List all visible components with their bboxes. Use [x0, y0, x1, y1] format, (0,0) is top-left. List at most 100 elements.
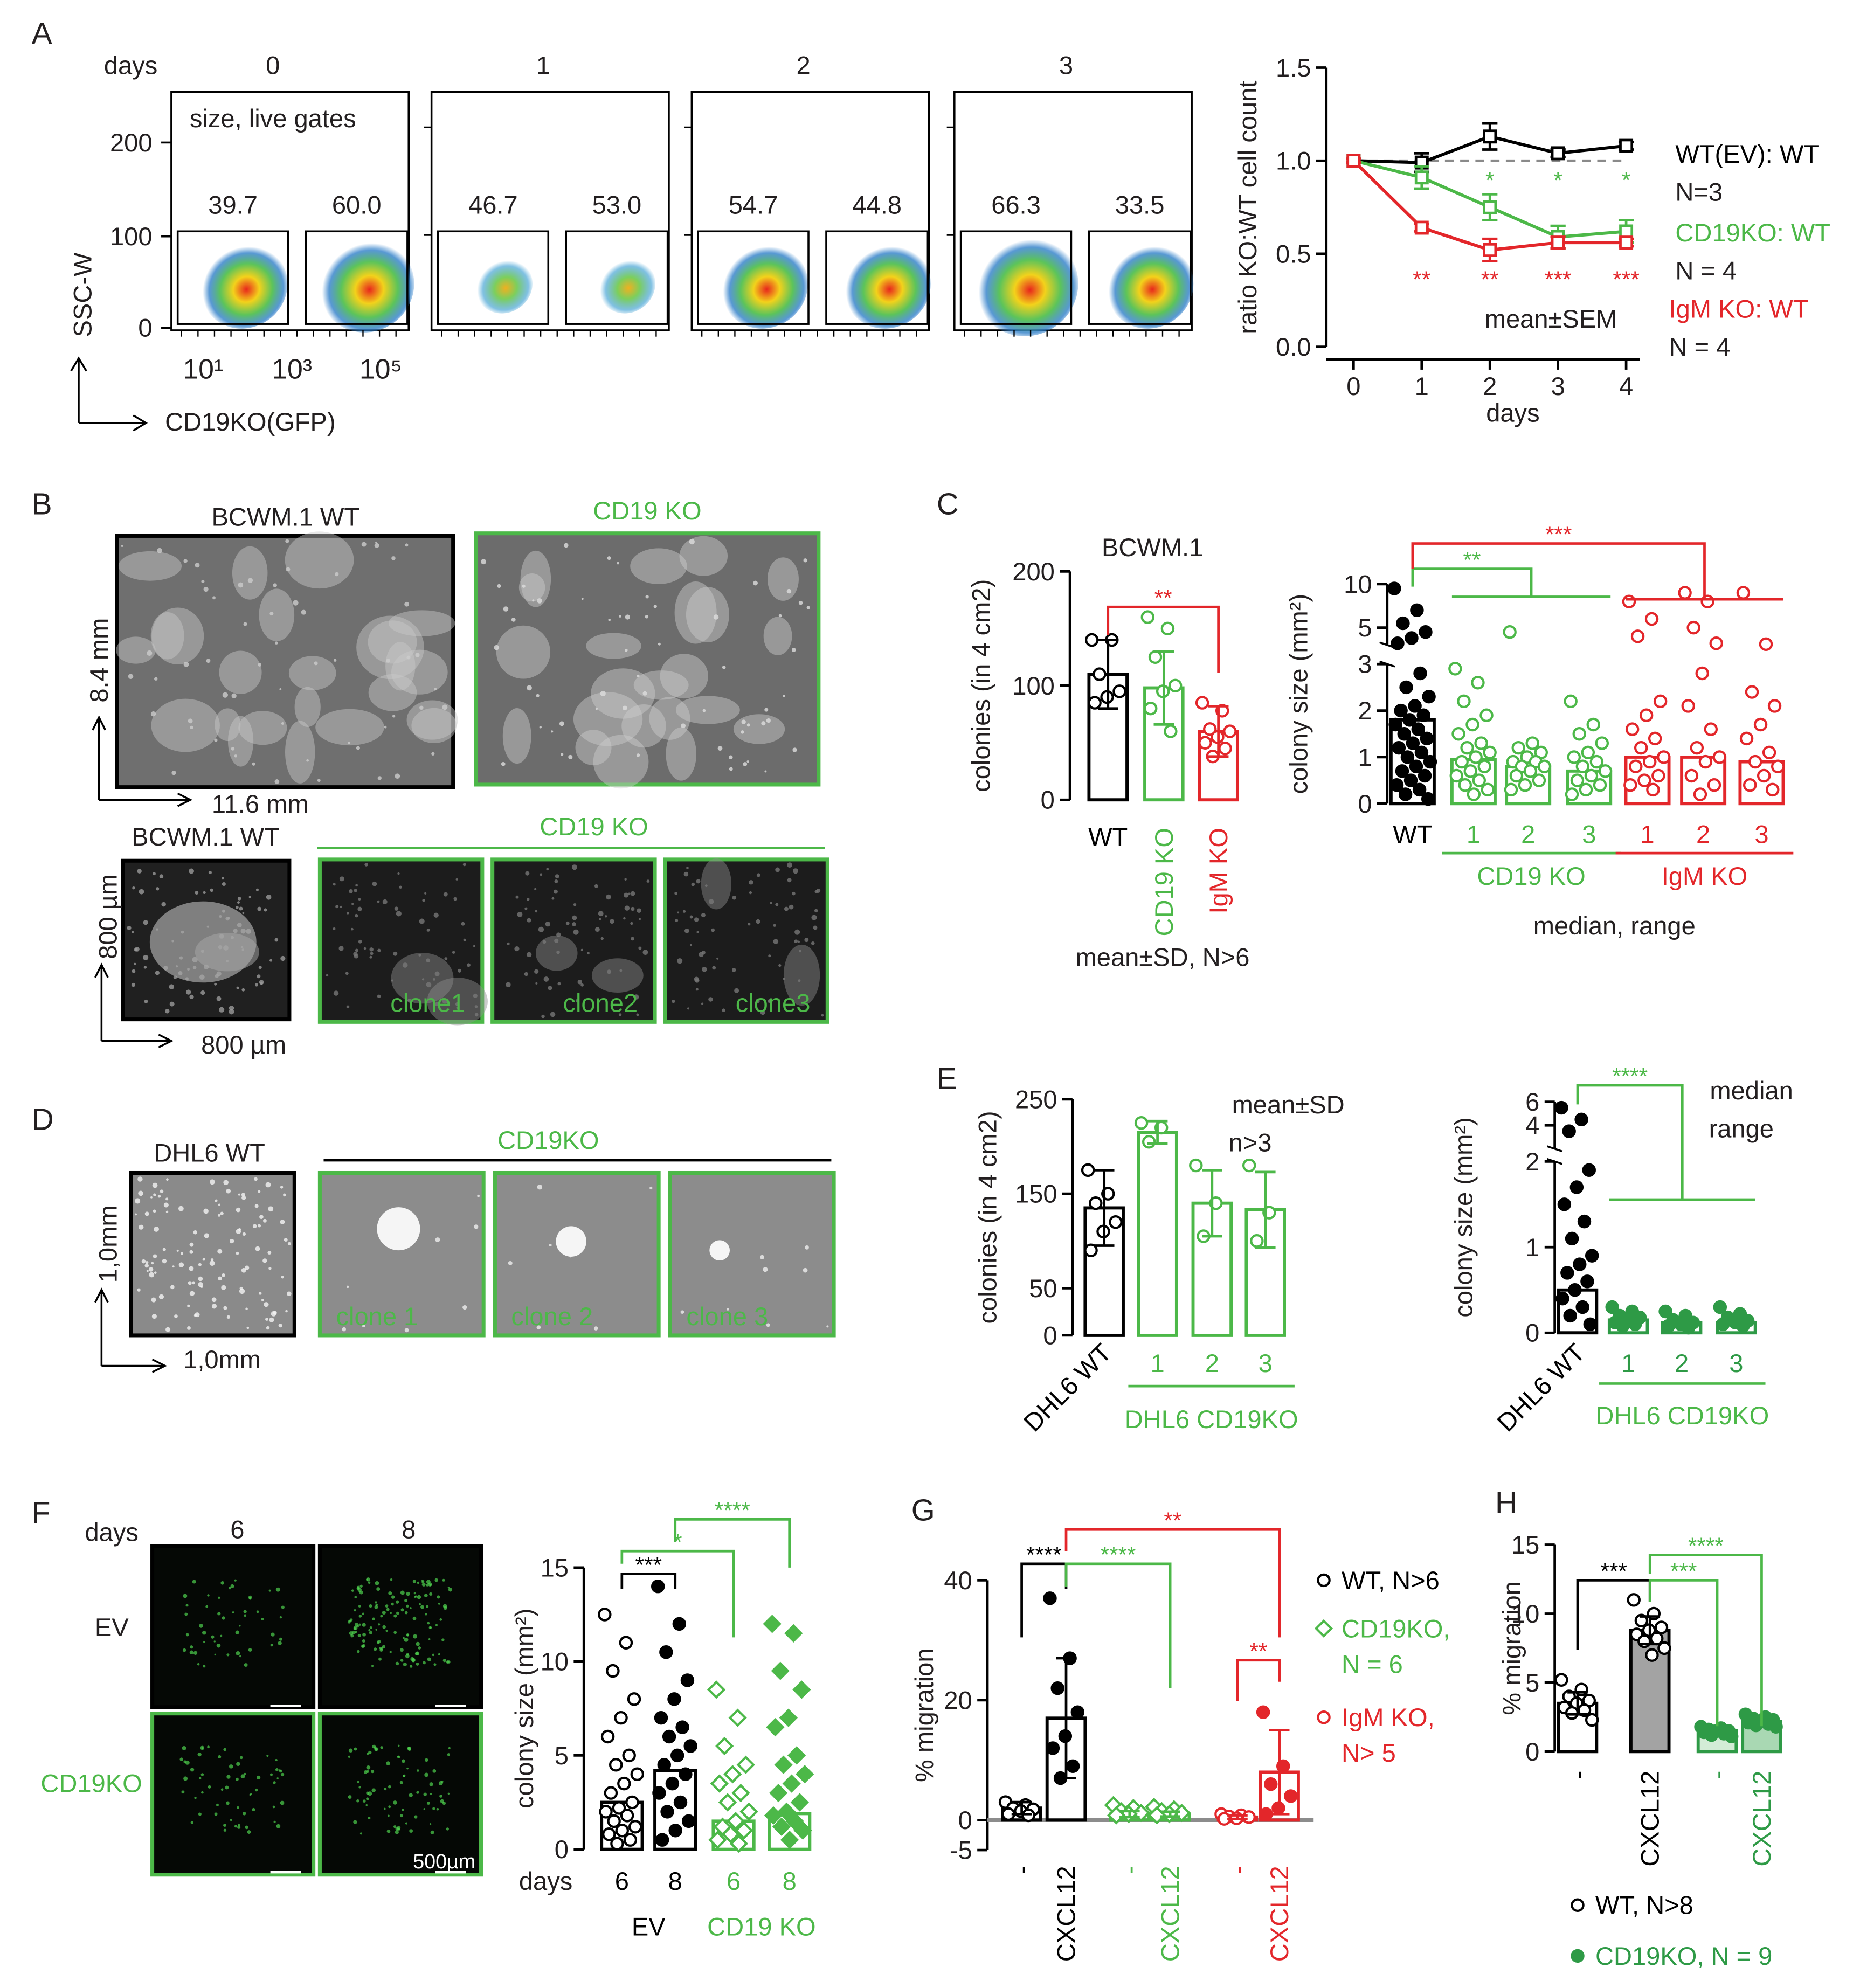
flow-gate: [176, 230, 289, 325]
speck: [189, 1242, 194, 1247]
error-bar: [1567, 1691, 1588, 1716]
data-point: [707, 1680, 726, 1699]
speck: [226, 1775, 231, 1779]
speck: [377, 948, 381, 952]
data-point: [769, 1783, 788, 1803]
note: mean±SD, N>6: [1076, 943, 1250, 972]
speck: [286, 567, 291, 572]
speck: [217, 1612, 221, 1616]
flow-y-tick-label: 100: [110, 222, 153, 251]
speck: [711, 928, 715, 932]
speck: [354, 1747, 357, 1751]
y-tick-label: 4: [1525, 1111, 1539, 1140]
data-point: [1458, 778, 1472, 792]
speck: [280, 1186, 284, 1189]
speck: [422, 899, 425, 902]
data-point: [1690, 740, 1704, 755]
colony: [701, 858, 731, 910]
speck: [541, 1014, 545, 1019]
y-tick-label: 0: [958, 1806, 972, 1834]
speck: [267, 1251, 272, 1255]
speck: [624, 905, 630, 911]
speck: [675, 919, 679, 922]
speck: [548, 986, 552, 990]
error-bar: [1707, 1725, 1727, 1736]
speck: [778, 964, 782, 967]
speck: [340, 905, 342, 908]
x-tick-label: CXCL12: [1052, 1866, 1081, 1962]
speck: [127, 925, 132, 931]
y-tick-label: 6: [1525, 1087, 1539, 1116]
speck: [545, 921, 551, 927]
speck: [216, 1803, 219, 1806]
speck: [559, 721, 564, 726]
colony: [149, 901, 257, 983]
speck: [560, 753, 564, 756]
speck: [536, 1325, 541, 1330]
speck: [202, 1631, 206, 1635]
speck: [385, 1604, 389, 1608]
data-point: [1584, 768, 1599, 783]
speck: [131, 982, 136, 987]
data-point: [1562, 1124, 1576, 1138]
speck: [395, 1661, 399, 1666]
day-label: 1: [536, 51, 550, 79]
data-point: [1630, 629, 1645, 643]
scale-label: 1,0mm: [94, 1205, 122, 1283]
speck: [182, 1745, 186, 1750]
speck: [276, 1777, 279, 1779]
gate-percent: 54.7: [729, 190, 778, 219]
clone-label: clone 1: [336, 1302, 418, 1331]
speck: [414, 1815, 418, 1819]
speck: [388, 1814, 390, 1817]
data-point: [792, 1680, 811, 1699]
data-point: [1563, 1308, 1577, 1323]
colony: [586, 633, 641, 659]
data-point: [1575, 759, 1590, 773]
speck: [432, 1769, 437, 1773]
speck: [236, 905, 239, 909]
speck: [746, 723, 750, 727]
y-axis-label: colonies (in 4 cm2): [973, 1111, 1002, 1324]
x-tick-label: WT: [1393, 820, 1432, 848]
data-point: [1256, 1705, 1270, 1719]
speck: [805, 1245, 809, 1250]
x-tick-label: CXCL12: [1156, 1866, 1185, 1962]
speck: [234, 1579, 237, 1582]
speck: [178, 1206, 184, 1211]
speck: [368, 1817, 371, 1820]
data-point: [1109, 1215, 1123, 1229]
speck: [121, 545, 123, 547]
speck: [438, 1602, 440, 1605]
data-point: [1160, 621, 1175, 636]
data-point: [1619, 224, 1634, 239]
speck: [135, 1198, 141, 1204]
speck: [391, 1602, 394, 1606]
speck: [223, 1306, 227, 1310]
speck: [393, 1614, 397, 1618]
speck: [279, 688, 282, 690]
y-tick-label: 0: [1043, 1321, 1057, 1349]
speck: [406, 1633, 410, 1637]
data-point: [1713, 1300, 1727, 1314]
data-point: [1634, 1613, 1649, 1627]
speck: [551, 730, 554, 733]
data-point: [1557, 1197, 1572, 1211]
speck: [265, 1182, 271, 1188]
speck: [716, 957, 719, 960]
speck: [207, 1594, 210, 1597]
speck: [427, 1657, 431, 1661]
speck: [244, 1614, 247, 1617]
data-point: [665, 1776, 680, 1791]
data-point: [627, 1692, 641, 1706]
speck: [595, 708, 598, 710]
speck: [494, 645, 500, 650]
clone-label: clone3: [736, 988, 811, 1017]
data-point: [1575, 1300, 1589, 1314]
colony: [227, 716, 254, 767]
x-tick-label: 4: [1619, 372, 1633, 400]
speck: [354, 889, 357, 892]
data-point: [1396, 616, 1410, 631]
speck: [447, 1587, 450, 1589]
speck: [575, 999, 579, 1003]
